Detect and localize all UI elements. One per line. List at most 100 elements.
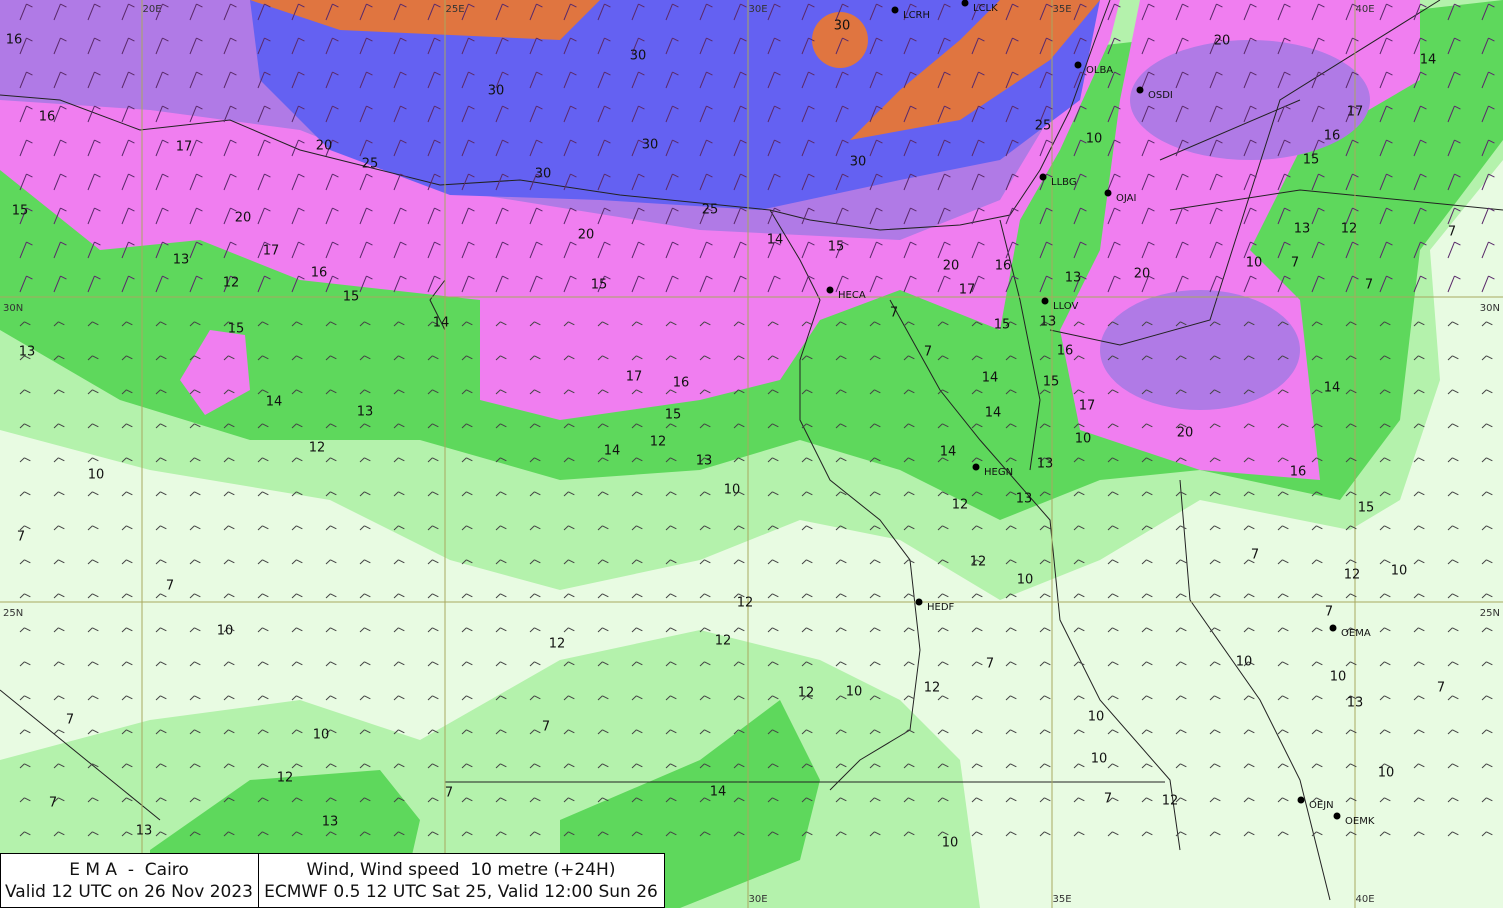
wind-barb [223,321,235,327]
field-30 [812,12,868,68]
wind-barb [1039,457,1051,463]
wind-barb [1447,559,1459,565]
wind-barb [1209,661,1221,667]
wind-barb [869,661,881,667]
wind-barb [53,729,65,735]
wind-barb [1039,525,1051,531]
wind-barb [121,105,135,123]
wind-barb [155,525,167,531]
wind-barb [1413,457,1425,463]
wind-barb [1481,207,1495,225]
wind-barb [1175,559,1187,565]
wind-barb [393,105,407,123]
wind-barb [257,139,271,157]
wind-barb [155,627,167,633]
wind-barb [155,729,167,735]
contour-label: 12 [970,555,987,570]
wind-barb [1209,457,1221,463]
wind-barb [1243,593,1255,599]
wind-barb [189,275,203,293]
contour-label: 16 [39,110,56,125]
wind-barb [767,559,779,565]
wind-barb [529,321,541,327]
wind-barb [1107,525,1119,531]
wind-barb [1073,207,1087,225]
wind-barb [937,491,949,497]
wind-barb [1141,695,1153,701]
wind-barb [631,593,643,599]
wind-barb [1345,797,1357,803]
wind-barb [1413,593,1425,599]
wind-barb [121,71,135,89]
wind-barb [189,389,201,395]
wind-barb [1039,763,1051,769]
wind-barb [1209,321,1221,327]
wind-barb [835,831,847,837]
wind-barb [563,321,575,327]
wind-barb [767,105,781,123]
wind-barb [223,593,235,599]
wind-barb [1107,105,1121,123]
wind-barb [53,491,65,497]
wind-barb [903,355,915,361]
grid-label: 40E [1355,894,1374,905]
wind-barb [1107,627,1119,633]
wind-barb [53,627,65,633]
contour-label: 16 [995,259,1012,274]
wind-barb [257,105,271,123]
wind-barb [1481,71,1495,89]
wind-barb [1005,729,1017,735]
contour-label: 13 [136,824,153,839]
wind-barb [257,3,271,21]
wind-barb [1447,207,1461,225]
wind-barb [427,661,439,667]
wind-barb [971,763,983,769]
wind-barb [19,525,31,531]
station-label: OSDI [1148,90,1173,101]
wind-barb [19,695,31,701]
contour-label: 16 [311,266,328,281]
contour-label: 13 [1040,315,1057,330]
wind-barb [1413,275,1427,293]
wind-barb [1141,593,1153,599]
wind-barb [359,729,371,735]
wind-barb [87,559,99,565]
wind-barb [563,241,577,259]
contour-label: 10 [88,468,105,483]
stations: LCRH LCLK OLBA OSDI LLBG OJAI HECA LLOV HEGN HEDF… [826,0,1375,827]
contour-label: 30 [834,19,851,34]
wind-barb [359,173,373,191]
wind-barb [1073,71,1087,89]
wind-barb [155,389,167,395]
wind-barb [631,71,645,89]
wind-barb [189,71,203,89]
wind-barb [631,729,643,735]
contour-label: 13 [1065,271,1082,286]
wind-barb [291,729,303,735]
wind-barb [1447,173,1461,191]
wind-barb [19,389,31,395]
wind-barb [1243,423,1255,429]
wind-barb [597,593,609,599]
wind-barb [427,627,439,633]
wind-barb [1005,321,1017,327]
wind-barb [393,355,405,361]
wind-barb [325,797,337,803]
wind-barb [597,241,611,259]
wind-barb [801,3,815,21]
wind-barb [359,627,371,633]
contour-label: 15 [12,204,29,219]
wind-barb [1243,139,1257,157]
wind-barb [1447,355,1459,361]
wind-barb [1447,71,1461,89]
wind-barb [1311,729,1323,735]
wind-barb [1039,559,1051,565]
wind-barb [1413,627,1425,633]
wind-barb [1345,71,1359,89]
wind-barb [291,355,303,361]
wind-barb [1311,831,1323,837]
station-dot [961,0,969,7]
wind-barb [1141,37,1155,55]
wind-barb [155,423,167,429]
